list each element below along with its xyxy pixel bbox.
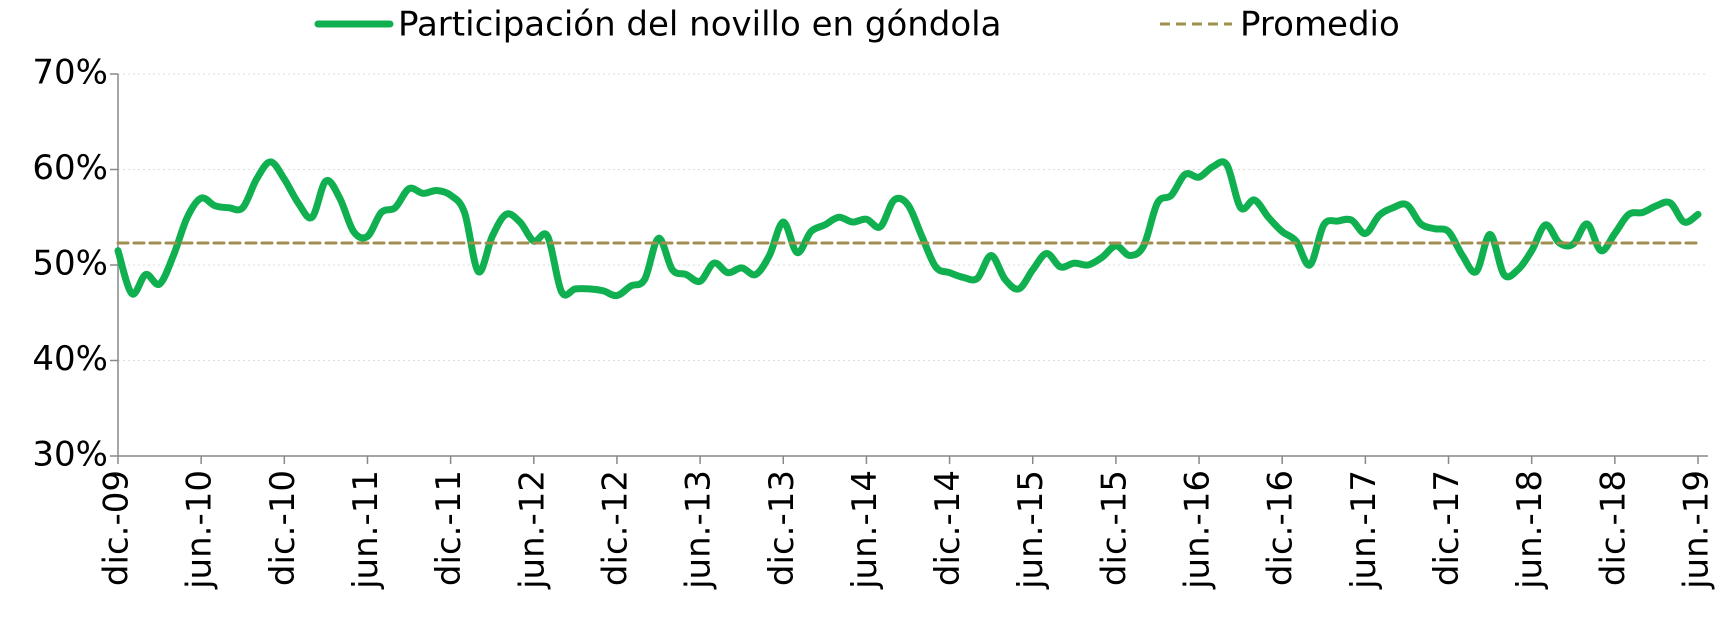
x-tick-label: jun.-16 — [1178, 470, 1218, 590]
x-tick-label: jun.-14 — [845, 470, 885, 590]
x-tick-label: dic.-09 — [97, 470, 137, 586]
x-tick-label: jun.-19 — [1677, 470, 1717, 590]
x-tick-label: jun.-13 — [679, 470, 719, 590]
x-tick-label: jun.-12 — [512, 470, 552, 590]
x-tick-label: jun.-11 — [346, 470, 386, 590]
x-tick-label: dic.-12 — [595, 470, 635, 586]
y-tick-label: 60% — [32, 148, 108, 188]
x-tick-label: dic.-14 — [928, 470, 968, 586]
legend-label: Participación del novillo en góndola — [398, 5, 1001, 45]
data-line — [114, 158, 1702, 300]
x-tick-label: jun.-17 — [1344, 470, 1384, 590]
x-tick-label: dic.-11 — [429, 470, 469, 586]
x-tick-label: dic.-13 — [762, 470, 802, 586]
x-tick-label: dic.-18 — [1593, 470, 1633, 586]
x-tick-label: dic.-16 — [1261, 470, 1301, 586]
x-tick-label: jun.-18 — [1510, 470, 1550, 590]
y-tick-label: 30% — [32, 435, 108, 475]
x-tick-label: jun.-15 — [1011, 470, 1051, 590]
x-tick-label: dic.-10 — [263, 470, 303, 586]
x-tick-label: dic.-15 — [1094, 470, 1134, 586]
legend-label: Promedio — [1240, 5, 1400, 45]
y-tick-label: 50% — [32, 244, 108, 284]
y-tick-label: 70% — [32, 53, 108, 93]
y-tick-label: 40% — [32, 339, 108, 379]
x-tick-label: dic.-17 — [1427, 470, 1467, 586]
x-tick-label: jun.-10 — [180, 470, 220, 590]
